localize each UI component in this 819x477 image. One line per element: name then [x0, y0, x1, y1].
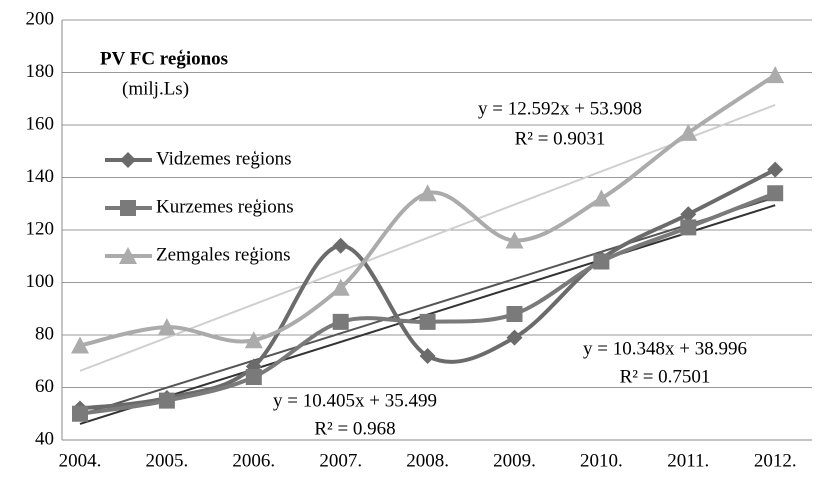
- marker: [418, 184, 437, 202]
- marker: [419, 348, 436, 364]
- trend-equation: y = 12.592x + 53.908: [478, 98, 642, 119]
- marker: [245, 369, 262, 385]
- x-tick-label: 2005.: [146, 450, 189, 471]
- y-tick-label: 120: [26, 218, 55, 239]
- x-tick-label: 2012.: [754, 450, 797, 471]
- marker: [419, 313, 436, 330]
- marker: [680, 206, 697, 223]
- legend-label: Kurzemes reģions: [156, 196, 294, 217]
- trend-equation: y = 10.348x + 38.996: [583, 338, 747, 359]
- marker: [158, 392, 175, 409]
- x-tick-label: 2009.: [493, 450, 536, 471]
- trend-r-squared: R² = 0.9031: [515, 128, 606, 149]
- y-tick-label: 180: [26, 61, 55, 82]
- trend-r-squared: R² = 0.968: [314, 418, 395, 439]
- legend-label: Zemgales reģions: [156, 244, 291, 265]
- marker: [331, 278, 350, 296]
- x-tick-label: 2010.: [580, 450, 623, 471]
- x-tick-label: 2004.: [59, 450, 102, 471]
- marker: [244, 331, 263, 349]
- marker: [767, 161, 784, 178]
- y-tick-label: 60: [35, 376, 54, 397]
- marker: [679, 123, 698, 141]
- marker: [119, 247, 137, 264]
- marker: [120, 200, 136, 216]
- legend: Vidzemes reģions Kurzemes reģions Zemgales…: [105, 148, 294, 265]
- chart-subtitle: (milj.Ls): [122, 78, 189, 99]
- marker: [506, 329, 523, 346]
- trendline: [79, 103, 776, 372]
- marker: [505, 231, 524, 249]
- y-tick-label: 100: [26, 271, 55, 292]
- marker: [332, 313, 349, 330]
- trend-equation: y = 10.405x + 35.499: [273, 390, 437, 411]
- x-tick-label: 2007.: [319, 450, 362, 471]
- marker: [157, 318, 176, 336]
- marker: [592, 189, 611, 207]
- trend-r-squared: R² = 0.7501: [620, 366, 711, 387]
- y-tick-label: 40: [35, 428, 54, 449]
- chart-title: PV FC reģionos: [100, 48, 228, 69]
- y-tick-label: 80: [35, 323, 54, 344]
- marker: [506, 306, 523, 322]
- marker: [120, 152, 136, 168]
- marker: [680, 219, 697, 236]
- y-tick-label: 200: [26, 8, 55, 29]
- trendline: [79, 196, 776, 416]
- marker: [72, 405, 88, 422]
- marker: [766, 66, 785, 84]
- series-line: [79, 167, 777, 411]
- y-tick-label: 140: [26, 166, 55, 187]
- x-tick-label: 2006.: [232, 450, 275, 471]
- y-tick-label: 160: [26, 113, 55, 134]
- x-tick-label: 2011.: [667, 450, 709, 471]
- marker: [332, 237, 349, 254]
- marker: [767, 185, 784, 202]
- legend-label: Vidzemes reģions: [156, 148, 292, 169]
- marker: [71, 336, 89, 354]
- marker: [593, 253, 610, 270]
- x-tick-label: 2008.: [406, 450, 449, 471]
